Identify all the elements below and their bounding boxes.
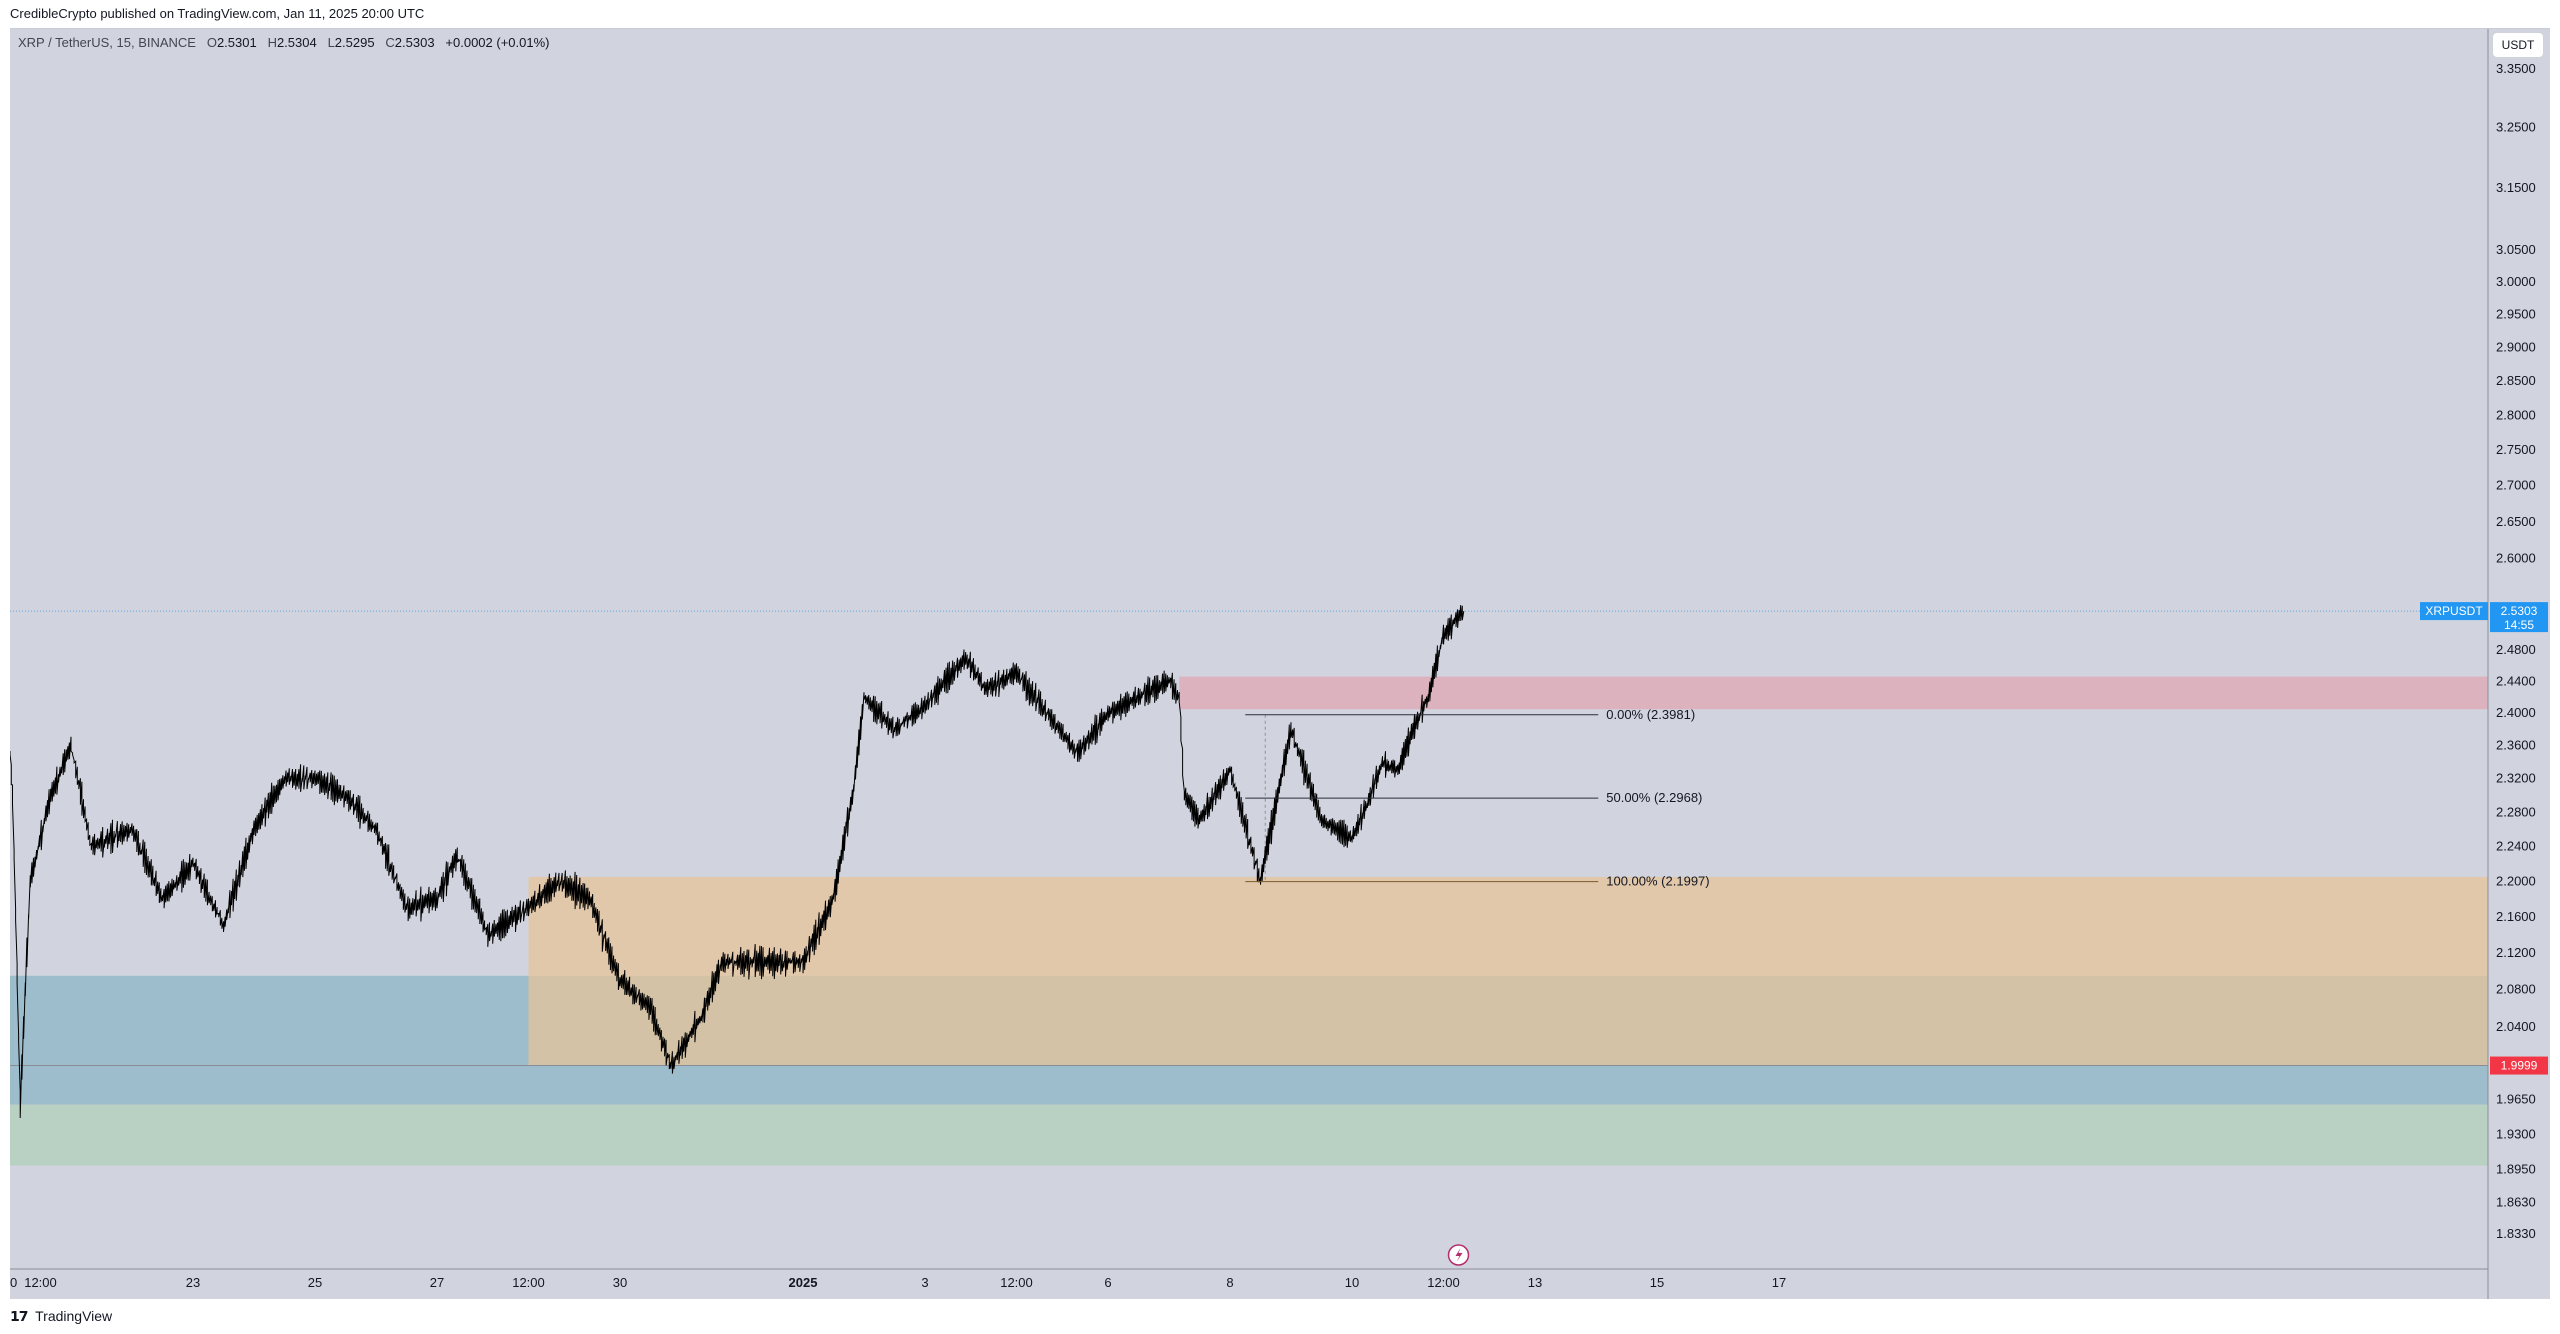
y-tick-8: 2.8000 (2496, 407, 2536, 422)
x-tick-4: 27 (430, 1275, 444, 1290)
x-tick-10: 6 (1104, 1275, 1111, 1290)
chart-area[interactable]: 0.00% (2.3981) 50.00% (2.2968) 100.00% (2.… (10, 28, 2550, 1299)
x-tick-12: 10 (1345, 1275, 1359, 1290)
y-tick-12: 2.6000 (2496, 551, 2536, 566)
price-chart[interactable]: 0.00% (2.3981) 50.00% (2.2968) 100.00% (2.… (10, 29, 2550, 1299)
x-tick-8: 3 (921, 1275, 928, 1290)
y-tick-7: 2.8500 (2496, 373, 2536, 388)
open-label: O (206, 35, 217, 50)
x-tick-2: 23 (186, 1275, 200, 1290)
y-tick-3: 3.0500 (2496, 242, 2536, 257)
y-tick-6: 2.9000 (2496, 340, 2536, 355)
y-tick-0: 3.3500 (2496, 61, 2536, 76)
x-tick-0: 0 (10, 1275, 17, 1290)
open-value: 2.5301 (216, 35, 257, 50)
ohlc-legend: XRP / TetherUS, 15, BINANCE O2.5301 H2.5… (18, 35, 549, 50)
footer: 𝟭𝟳 TradingView (0, 1298, 2560, 1334)
last-price-symbol-badge (2420, 602, 2488, 621)
y-tick-20: 2.2000 (2496, 873, 2536, 888)
x-tick-14: 13 (1528, 1275, 1542, 1290)
lightning-glyph (1455, 1248, 1463, 1262)
low-label: L (327, 35, 335, 50)
x-tick-16: 17 (1772, 1275, 1786, 1290)
y-tick-1: 3.2500 (2496, 119, 2536, 134)
x-tick-11: 8 (1226, 1275, 1233, 1290)
y-tick-5: 2.9500 (2496, 307, 2536, 322)
y-tick-10: 2.7000 (2496, 478, 2536, 493)
x-tick-5: 12:00 (512, 1275, 545, 1290)
x-tick-15: 15 (1650, 1275, 1664, 1290)
high-value: 2.5304 (276, 35, 317, 50)
low-value: 2.5295 (334, 35, 375, 50)
price-candles (10, 605, 1465, 1119)
y-tick-29: 1.8330 (2496, 1226, 2536, 1241)
fib-label-0: 0.00% (2.3981) (1606, 707, 1695, 722)
close-label: C (385, 35, 395, 50)
y-tick-28: 1.8630 (2496, 1195, 2536, 1210)
y-tick-11: 2.6500 (2496, 514, 2536, 529)
y-tick-24: 2.0400 (2496, 1019, 2536, 1034)
y-tick-13: 2.4800 (2496, 642, 2536, 657)
last-price-value: 2.5303 (2501, 604, 2538, 618)
y-tick-16: 2.3600 (2496, 738, 2536, 753)
y-tick-21: 2.1600 (2496, 909, 2536, 924)
y-tick-4: 3.0000 (2496, 274, 2536, 289)
x-tick-1: 12:00 (24, 1275, 57, 1290)
y-tick-26: 1.9300 (2496, 1126, 2536, 1141)
last-price-badge (2490, 602, 2548, 633)
y-tick-22: 2.1200 (2496, 945, 2536, 960)
y-tick-17: 2.3200 (2496, 771, 2536, 786)
y-tick-2: 3.1500 (2496, 180, 2536, 195)
tradingview-logo-icon[interactable]: 𝟭𝟳 (10, 1308, 29, 1324)
x-tick-3: 25 (308, 1275, 322, 1290)
low-marker-value: 1.9999 (2501, 1059, 2538, 1073)
y-tick-27: 1.8950 (2496, 1162, 2536, 1177)
fib-label-2: 100.00% (2.1997) (1606, 874, 1709, 889)
publisher-line: CredibleCrypto published on TradingView.… (10, 6, 425, 21)
y-tick-23: 2.0800 (2496, 982, 2536, 997)
y-tick-14: 2.4400 (2496, 673, 2536, 688)
close-value: 2.5303 (394, 35, 435, 50)
y-tick-19: 2.2400 (2496, 839, 2536, 854)
fib-label-1: 50.00% (2.2968) (1606, 790, 1702, 805)
last-price-countdown: 14:55 (2504, 618, 2534, 632)
x-tick-7: 2025 (789, 1275, 818, 1290)
change-value: +0.0002 (+0.01%) (445, 35, 550, 50)
y-tick-25: 1.9650 (2496, 1092, 2536, 1107)
y-tick-18: 2.2800 (2496, 804, 2536, 819)
y-tick-9: 2.7500 (2496, 442, 2536, 457)
high-label: H (267, 35, 277, 50)
x-tick-13: 12:00 (1427, 1275, 1460, 1290)
low-marker-badge (2490, 1056, 2548, 1075)
y-tick-15: 2.4000 (2496, 705, 2536, 720)
currency-button[interactable]: USDT (2493, 33, 2543, 57)
x-tick-6: 30 (613, 1275, 627, 1290)
symbol-title[interactable]: XRP / TetherUS, 15, BINANCE (18, 35, 196, 50)
x-tick-9: 12:00 (1000, 1275, 1033, 1290)
zone-orange-demand (528, 876, 2488, 1066)
last-price-symbol: XRPUSDT (2425, 604, 2483, 618)
brand-name[interactable]: TradingView (35, 1308, 113, 1324)
zone-resistance (1179, 676, 2488, 710)
